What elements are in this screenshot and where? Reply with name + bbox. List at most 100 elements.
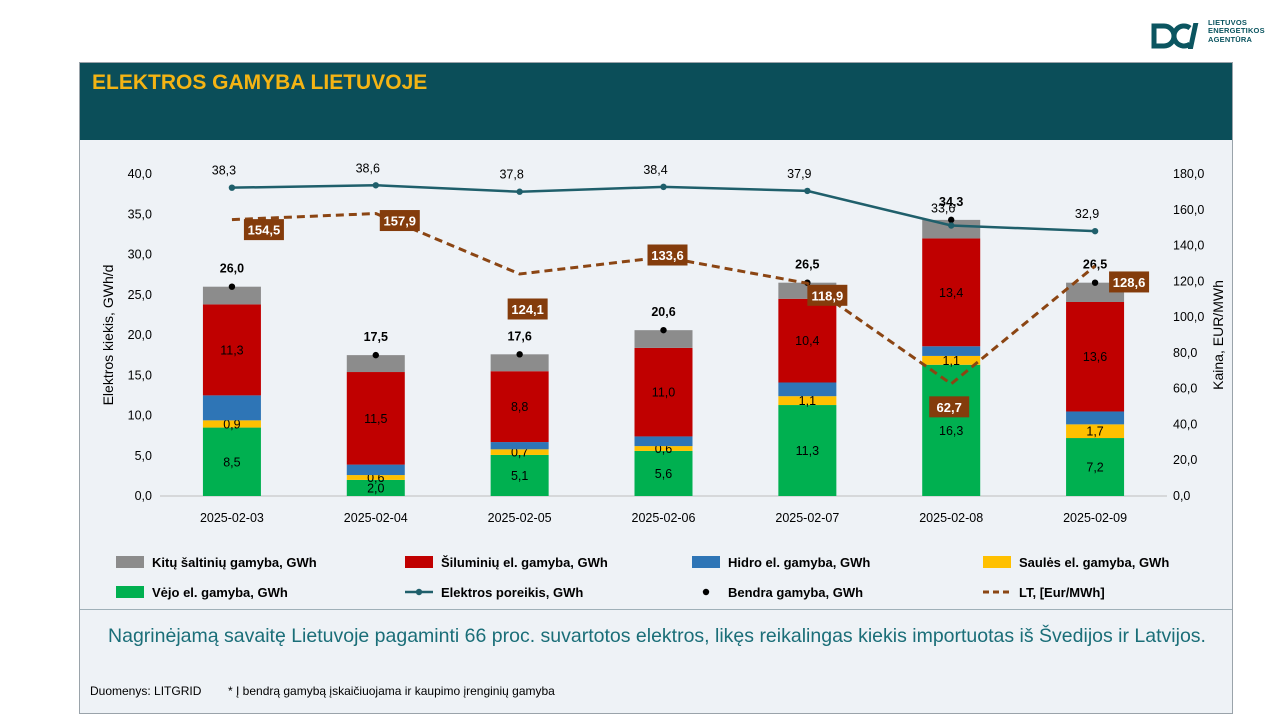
data-label-thermal: 13,4 xyxy=(939,286,963,300)
x-tick-label: 2025-02-08 xyxy=(919,511,983,525)
demand-marker xyxy=(516,188,523,195)
bar-thermal xyxy=(202,304,261,396)
logo-text-line-3: AGENTŪRA xyxy=(1208,34,1253,44)
y-tick-label: 30,0 xyxy=(128,248,152,262)
total-label: 26,0 xyxy=(220,262,244,276)
data-label-thermal: 11,3 xyxy=(220,343,243,357)
demand-marker xyxy=(228,184,236,191)
total-label: 26,5 xyxy=(795,258,819,272)
demand-marker xyxy=(804,187,811,195)
price-label-box xyxy=(929,396,970,418)
demand-label: 33,6 xyxy=(931,202,955,216)
total-label: 34,3 xyxy=(939,195,963,209)
bar-solar xyxy=(346,475,405,480)
demand-label: 37,8 xyxy=(499,168,523,182)
price-label: 133,6 xyxy=(651,248,684,263)
total-dot xyxy=(228,283,236,290)
legend-label: Kitų šaltinių gamyba, GWh xyxy=(152,555,317,570)
price-label-box xyxy=(647,244,688,266)
x-tick-label: 2025-02-05 xyxy=(488,511,552,525)
legend-label: Hidro el. gamyba, GWh xyxy=(728,555,870,570)
y2-tick-label: 180,0 xyxy=(1173,167,1204,181)
y-tick-label: 25,0 xyxy=(128,288,152,302)
bar-hydro xyxy=(634,436,693,447)
demand-marker xyxy=(660,183,667,191)
bar-other xyxy=(346,355,405,373)
y2-axis-title: Kaina, EUR/MWh xyxy=(1210,280,1226,390)
data-label-thermal: 11,5 xyxy=(364,412,387,426)
legend-label: Šiluminių el. gamyba, GWh xyxy=(441,555,608,570)
price-label: 154,5 xyxy=(248,223,281,238)
demand-label: 37,9 xyxy=(787,167,811,181)
total-label: 17,6 xyxy=(507,329,531,343)
bar-solar xyxy=(778,396,837,406)
bar-thermal xyxy=(346,372,405,465)
demand-marker xyxy=(948,222,955,229)
bar-solar xyxy=(490,449,549,455)
y2-tick-label: 20,0 xyxy=(1173,453,1197,467)
total-dot xyxy=(516,351,523,358)
data-label-solar: 1,7 xyxy=(1086,425,1103,439)
total-dot xyxy=(948,216,955,224)
bar-wind xyxy=(922,364,981,496)
demand-label: 38,3 xyxy=(212,164,236,178)
price-label-box xyxy=(1109,271,1150,293)
data-label-wind: 8,5 xyxy=(223,455,240,469)
price-label: 124,1 xyxy=(511,302,544,317)
legend-swatch-wind xyxy=(116,586,144,598)
demand-marker xyxy=(372,182,379,189)
price-label: 62,7 xyxy=(937,400,962,415)
bar-other xyxy=(202,286,261,305)
bar-hydro xyxy=(202,395,261,421)
footnote: * Į bendrą gamybą įskaičiuojama ir kaupi… xyxy=(228,684,555,698)
data-label-solar: 0,9 xyxy=(223,417,240,431)
data-label-thermal: 13,6 xyxy=(1083,350,1107,364)
summary-text: Nagrinėjamą savaitę Lietuvoje pagaminti … xyxy=(108,625,1206,647)
bar-solar xyxy=(1066,424,1125,439)
legend-swatch-total xyxy=(702,588,710,596)
data-label-wind: 2,0 xyxy=(367,481,384,495)
data-label-wind: 5,6 xyxy=(655,467,672,481)
logo-text-line-1: LIETUVOS xyxy=(1208,18,1248,27)
divider xyxy=(80,609,1232,610)
y-tick-label: 0,0 xyxy=(135,489,152,503)
data-label-wind: 16,3 xyxy=(939,424,963,438)
price-label-box xyxy=(507,298,548,320)
legend-swatch-hydro xyxy=(692,556,720,568)
bar-other xyxy=(490,354,549,372)
total-label: 17,5 xyxy=(364,330,388,344)
y-tick-label: 20,0 xyxy=(128,328,152,342)
bar-thermal xyxy=(778,298,837,383)
data-label-solar: 1,1 xyxy=(799,394,816,408)
bar-thermal xyxy=(1066,301,1125,412)
bar-solar xyxy=(634,446,693,451)
bar-wind xyxy=(778,405,837,496)
logo-mark-icon xyxy=(1151,23,1199,49)
y2-tick-label: 80,0 xyxy=(1173,346,1197,360)
price-label-box xyxy=(379,210,420,232)
price-label: 128,6 xyxy=(1113,275,1146,290)
bar-hydro xyxy=(1066,411,1125,425)
legend-label: LT, [Eur/MWh] xyxy=(1019,585,1105,600)
data-label-wind: 11,3 xyxy=(796,444,819,458)
demand-label: 32,9 xyxy=(1075,207,1099,221)
y-tick-label: 15,0 xyxy=(128,368,152,382)
total-dot xyxy=(1091,279,1099,286)
y-tick-label: 35,0 xyxy=(128,207,152,221)
data-label-solar: 1,1 xyxy=(943,354,960,368)
legend-swatch-demand-marker xyxy=(415,588,423,596)
legend-label: Saulės el. gamyba, GWh xyxy=(1019,555,1169,570)
y2-tick-label: 100,0 xyxy=(1173,310,1204,324)
electricity-chart: 0,0 5,0 10,0 15,0 20,0 25,0 30,0 35,0 40,0 0,0 20,… xyxy=(100,161,1226,600)
legend-label: Elektros poreikis, GWh xyxy=(441,585,583,600)
data-label-wind: 5,1 xyxy=(511,469,528,483)
data-label-wind: 7,2 xyxy=(1086,461,1103,475)
x-tick-label: 2025-02-04 xyxy=(344,511,408,525)
legend-label: Bendra gamyba, GWh xyxy=(728,585,863,600)
bar-thermal xyxy=(490,371,549,443)
total-label: 20,6 xyxy=(651,305,675,319)
total-dot xyxy=(372,351,379,359)
logo-text-line-2: ENERGETIKOS xyxy=(1208,26,1265,36)
total-label: 26,5 xyxy=(1083,258,1107,272)
bar-wind xyxy=(202,427,261,496)
